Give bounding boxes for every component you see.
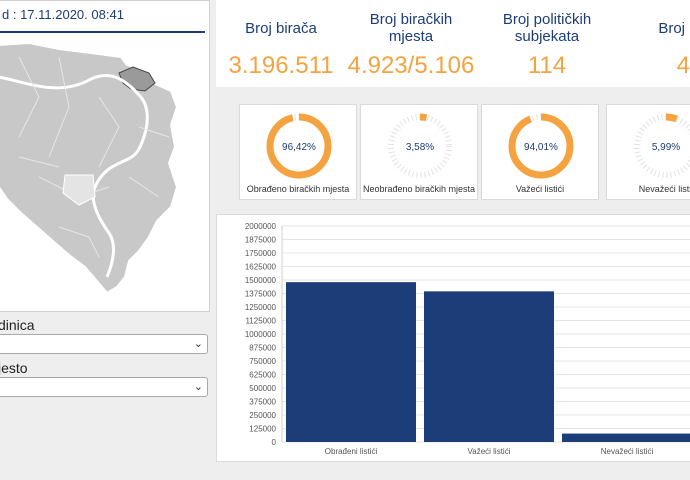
y-tick-label: 125000	[249, 425, 276, 434]
y-tick-label: 1500000	[245, 276, 277, 285]
stat-label: Broj biračkih mjesta	[369, 11, 453, 45]
map-panel: d : 17.11.2020. 08:41	[0, 0, 210, 312]
bar[interactable]	[286, 282, 416, 442]
ballots-bar-chart: 0 125000 250000 375000 500000 625000 750000 875…	[245, 222, 690, 456]
unit-select[interactable]: ⌄	[0, 334, 208, 354]
header-divider	[0, 31, 205, 33]
y-tick-label: 1375000	[245, 290, 277, 299]
ballots-chart-panel: 0 125000 250000 375000 500000 625000 750000 875…	[216, 214, 690, 462]
y-tick-label: 625000	[249, 371, 276, 380]
gauge-valid-ballots: 94,01% Važeći listići	[481, 104, 599, 200]
y-tick-label: 0	[272, 438, 277, 447]
stat-value: 114	[527, 52, 567, 79]
gauge-arc	[508, 113, 574, 179]
bar[interactable]	[562, 433, 690, 442]
gauge-value: 3,58%	[406, 142, 434, 153]
y-tick-label: 500000	[249, 384, 276, 393]
gauge-caption: Obrađeno biračkih mjesta	[246, 184, 350, 194]
y-tick-label: 1625000	[245, 263, 277, 272]
filter-label-place: jesto	[0, 360, 28, 376]
stats-panel: Broj birača 3.196.511 Broj biračkih mjes…	[216, 0, 690, 480]
country-outline	[0, 41, 179, 295]
gauge-ring: 96,42%	[266, 113, 332, 179]
gauge-arc	[387, 113, 453, 179]
gauge-ring: 5,99%	[633, 113, 690, 179]
region-light	[62, 174, 96, 206]
gauge-caption: Neobrađeno biračkih mjesta	[362, 184, 476, 194]
stat-voters: Broj birača 3.196.511	[216, 8, 346, 80]
x-tick-label: Obrađeni listići	[325, 447, 378, 456]
chevron-down-icon: ⌄	[193, 381, 203, 393]
gauge-unprocessed-stations: 3,58% Neobrađeno biračkih mjesta	[360, 104, 478, 200]
stat-value: 4.923/5.106	[347, 52, 475, 79]
entity-boundary	[0, 74, 149, 278]
filter-label-unit: dinica	[0, 317, 35, 333]
stat-label: Broj političkih subjekata	[502, 11, 592, 45]
stat-value: 3.196.511	[228, 52, 334, 79]
gauge-value: 94,01%	[524, 142, 558, 153]
y-tick-label: 2000000	[245, 222, 277, 231]
x-tick-label: Važeći listići	[468, 447, 511, 456]
bar[interactable]	[424, 291, 554, 442]
gauge-arc	[633, 113, 690, 179]
y-tick-label: 875000	[249, 344, 276, 353]
bih-municipality-map[interactable]	[0, 37, 209, 309]
y-tick-label: 250000	[249, 411, 276, 420]
stat-label: Broj birača	[245, 19, 317, 37]
gauge-invalid-ballots: 5,99% Nevažeći listi	[606, 104, 690, 200]
place-select[interactable]: ⌄	[0, 377, 208, 397]
gauge-processed-stations: 96,42% Obrađeno biračkih mjesta	[239, 104, 357, 200]
y-tick-label: 375000	[249, 398, 276, 407]
y-tick-label: 1750000	[245, 249, 277, 258]
stat-label: Broj kand	[658, 19, 690, 37]
last-updated-text: d : 17.11.2020. 08:41	[2, 7, 124, 22]
y-tick-label: 750000	[249, 357, 276, 366]
y-tick-label: 1000000	[245, 330, 277, 339]
gauge-value: 96,42%	[282, 142, 316, 153]
stat-value: 42	[676, 52, 690, 79]
gauge-caption: Nevažeći listi	[638, 184, 690, 194]
gauge-value: 5,99%	[652, 142, 680, 153]
gauge-arc	[266, 113, 332, 179]
stat-political-subjects: Broj političkih subjekata 114	[482, 8, 612, 80]
chevron-down-icon: ⌄	[193, 338, 203, 350]
gauge-caption: Važeći listići	[515, 184, 565, 194]
gauge-ring: 94,01%	[508, 113, 574, 179]
stats-summary	[216, 0, 690, 87]
x-tick-label: Nevažeći listići	[601, 447, 654, 456]
y-tick-label: 1125000	[245, 317, 276, 326]
stat-candidates: Broj kand 42	[620, 8, 690, 80]
y-tick-label: 1250000	[245, 303, 277, 312]
gauge-ring: 3,58%	[387, 113, 453, 179]
stat-polling-stations: Broj biračkih mjesta 4.923/5.106	[346, 8, 476, 80]
y-tick-label: 1875000	[245, 236, 277, 245]
